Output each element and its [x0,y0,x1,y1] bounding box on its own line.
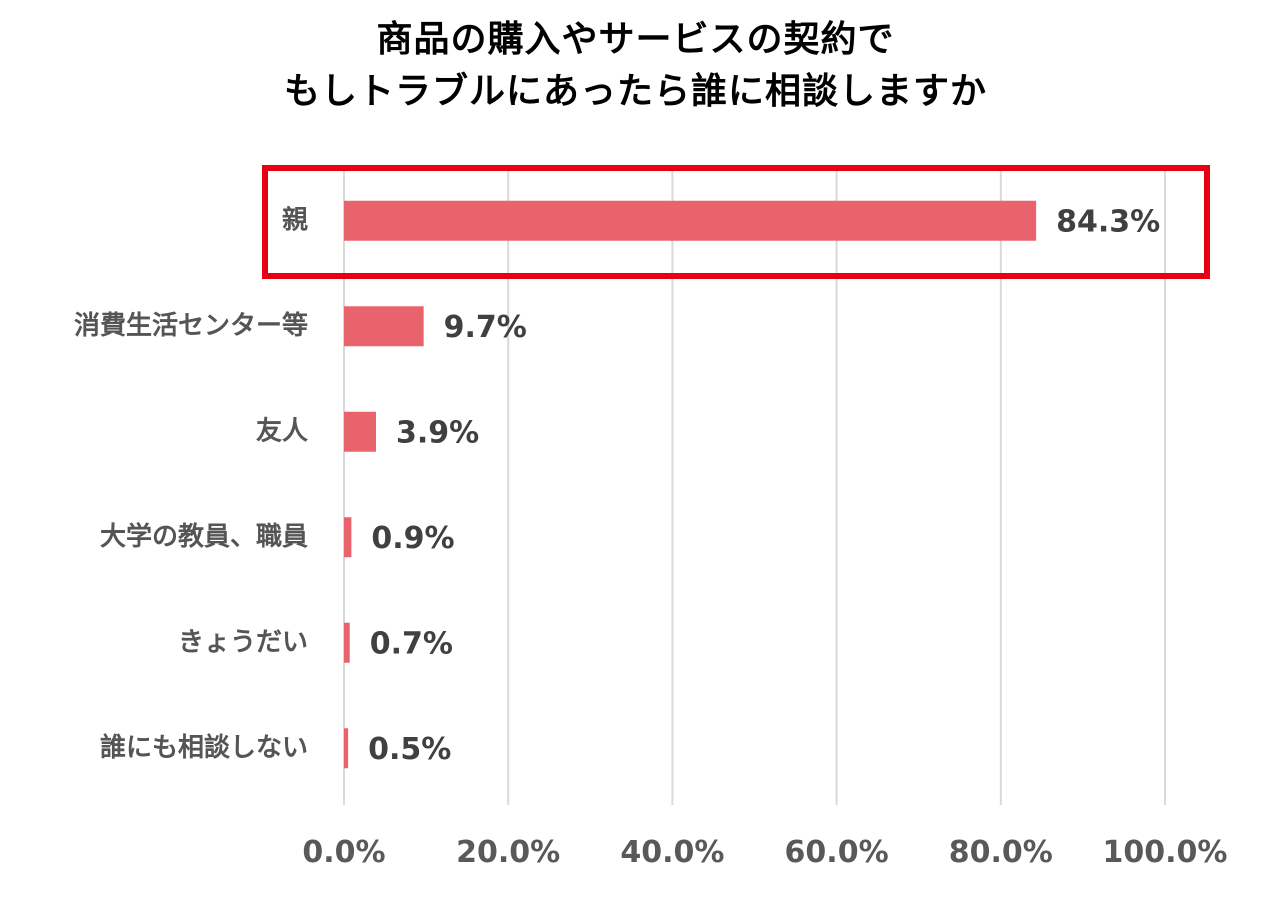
x-tick-label: 40.0% [620,835,724,870]
category-label: 友人 [256,416,308,446]
data-label: 0.7% [370,626,453,661]
bar [344,200,1037,241]
category-label: 大学の教員、職員 [100,521,308,552]
category-label: 親 [282,205,308,235]
chart-title-line-2: もしトラブルにあったら誰に相談しますか [283,71,987,112]
bar [344,622,350,663]
x-tick-label: 60.0% [785,835,889,870]
highlight-box [262,165,1210,279]
data-label: 84.3% [1056,204,1160,239]
data-label: 9.7% [444,310,527,345]
data-label: 3.9% [396,415,479,450]
x-tick-label: 20.0% [456,835,560,870]
data-label: 0.9% [371,521,454,556]
category-label: 誰にも相談しない [100,732,308,763]
bar [344,728,349,769]
chart-title-line-1: 商品の購入やサービスの契約で [376,19,895,60]
bar [344,517,352,558]
x-tick-label: 100.0% [1103,835,1228,870]
bar [344,411,377,452]
x-tick-label: 0.0% [302,835,385,870]
data-label: 0.5% [368,732,451,767]
x-tick-label: 80.0% [949,835,1053,870]
bar [344,306,424,347]
category-label: きょうだい [178,627,308,657]
category-label: 消費生活センター等 [74,310,308,341]
